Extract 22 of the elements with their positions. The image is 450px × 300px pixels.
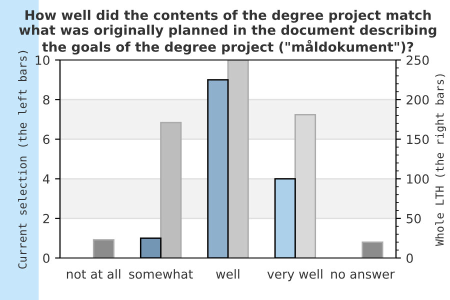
y2-tick-label: 100 bbox=[407, 174, 429, 184]
y2-tick-label: 250 bbox=[406, 55, 429, 65]
y-tick-label: 10 bbox=[36, 55, 50, 65]
bar bbox=[362, 241, 384, 258]
y2-tick-label: 50 bbox=[406, 214, 421, 224]
x-tick-label: no answer bbox=[331, 272, 395, 279]
x-tick-label: not at all bbox=[66, 269, 120, 279]
bar bbox=[92, 239, 114, 258]
y-tick-label: 8 bbox=[43, 95, 50, 105]
y-axis-title: Current selection (the left bars) bbox=[18, 50, 28, 269]
y2-tick-label: 200 bbox=[406, 95, 429, 105]
y2-tick-label: 150 bbox=[407, 134, 429, 144]
y-tick-label: 0 bbox=[43, 253, 50, 263]
y2-tick-label: 0 bbox=[406, 253, 413, 263]
x-tick-label: very well bbox=[267, 269, 322, 282]
x-tick-label: somewhat bbox=[129, 269, 193, 279]
x-tick-label: well bbox=[216, 269, 240, 279]
y-tick-label: 6 bbox=[43, 134, 50, 144]
y-tick-label: 4 bbox=[42, 174, 50, 184]
y2-axis-title: Whole LTH (the right bars) bbox=[435, 74, 446, 246]
bar bbox=[160, 122, 182, 258]
y-tick-label: 2 bbox=[43, 214, 50, 224]
